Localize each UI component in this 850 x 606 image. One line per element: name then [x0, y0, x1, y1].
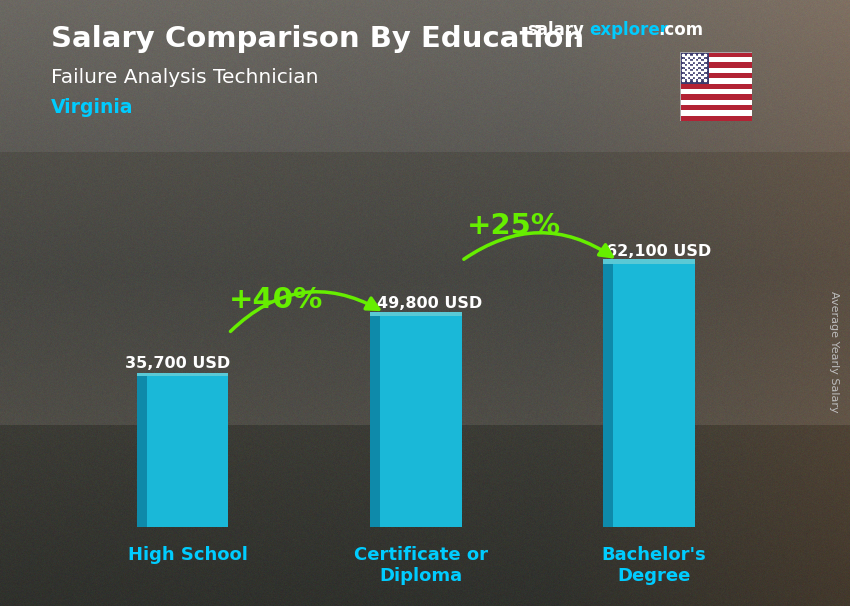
Text: 49,800 USD: 49,800 USD [377, 296, 483, 311]
Bar [680, 78, 752, 84]
Text: Average Yearly Salary: Average Yearly Salary [829, 291, 839, 412]
Text: Salary Comparison By Education: Salary Comparison By Education [51, 25, 584, 53]
Bar [680, 84, 752, 89]
Text: .com: .com [659, 21, 704, 39]
Bar [680, 68, 752, 73]
Bar [380, 316, 462, 527]
Text: 62,100 USD: 62,100 USD [606, 244, 711, 259]
Bar [680, 116, 752, 121]
Bar [680, 52, 709, 84]
Bar [680, 105, 752, 110]
Bar [147, 376, 229, 527]
Bar [680, 100, 752, 105]
Bar [680, 62, 752, 68]
Text: +25%: +25% [467, 211, 561, 239]
Bar [680, 110, 752, 116]
Text: Failure Analysis Technician: Failure Analysis Technician [51, 68, 319, 87]
Bar [370, 312, 462, 316]
Bar [604, 264, 613, 527]
Text: salary: salary [527, 21, 584, 39]
Bar [680, 73, 752, 78]
Text: explorer: explorer [589, 21, 668, 39]
Bar [137, 373, 229, 376]
Bar [680, 95, 752, 100]
Text: +40%: +40% [230, 286, 323, 315]
Text: 35,700 USD: 35,700 USD [125, 356, 230, 371]
Text: Virginia: Virginia [51, 98, 133, 117]
Bar [613, 264, 694, 527]
Bar [680, 57, 752, 62]
Bar [680, 52, 752, 57]
Bar [370, 316, 380, 527]
Bar [680, 89, 752, 95]
Bar [137, 376, 147, 527]
Bar [604, 259, 694, 264]
